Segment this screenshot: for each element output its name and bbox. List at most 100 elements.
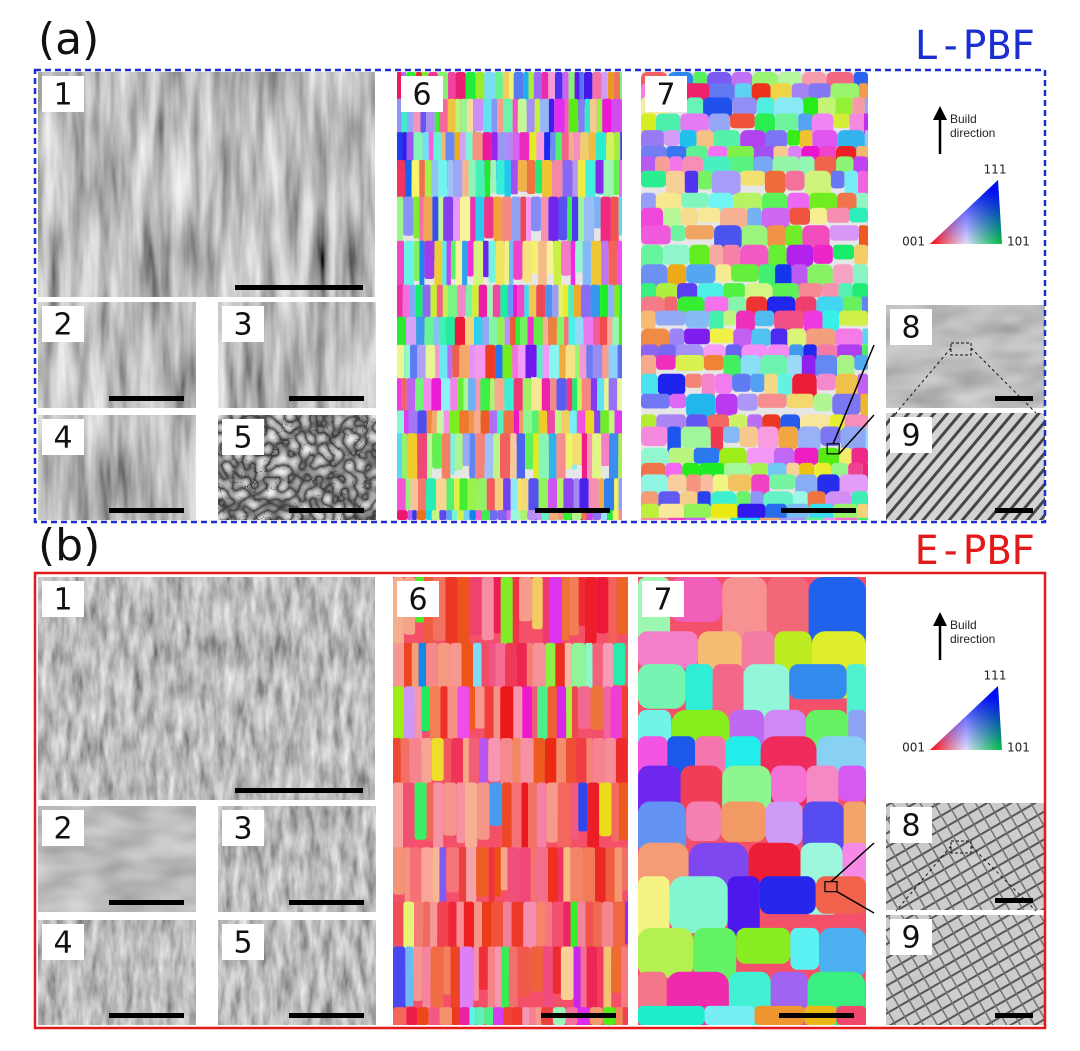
- grain: [638, 1006, 705, 1025]
- grain: [470, 577, 482, 635]
- grain: [456, 99, 461, 135]
- grain: [463, 433, 470, 466]
- grain: [432, 738, 444, 781]
- grain: [773, 156, 799, 172]
- grain: [816, 876, 866, 914]
- grain: [511, 160, 518, 194]
- grain: [715, 374, 732, 394]
- grain: [562, 577, 569, 640]
- grain: [434, 241, 442, 291]
- scale-bar: [289, 396, 364, 401]
- grain: [457, 783, 465, 844]
- grain: [424, 241, 434, 279]
- scale-bar: [535, 508, 610, 513]
- grain: [723, 427, 740, 443]
- grain: [866, 427, 868, 452]
- grain: [619, 783, 628, 840]
- grain: [671, 225, 686, 241]
- grain: [786, 171, 805, 191]
- grain: [561, 947, 574, 1001]
- grain: [520, 510, 527, 520]
- grain: [475, 686, 484, 728]
- grain: [787, 245, 814, 267]
- grain: [405, 947, 413, 1007]
- grain: [432, 510, 440, 520]
- grain: [808, 83, 830, 98]
- scale-bar: [289, 508, 364, 513]
- grain: [641, 225, 671, 244]
- grain: [601, 241, 608, 286]
- scale-bar: [235, 788, 363, 793]
- grain: [641, 374, 658, 396]
- grain: [686, 802, 721, 842]
- grain: [569, 577, 579, 635]
- grain: [737, 504, 765, 520]
- grain: [597, 947, 603, 1014]
- grain: [604, 947, 612, 1014]
- grain: [484, 197, 494, 239]
- grain: [522, 783, 529, 857]
- grain: [686, 518, 705, 520]
- grain: [512, 783, 522, 855]
- grain: [430, 686, 441, 741]
- grain: [681, 193, 708, 208]
- grain: [614, 643, 626, 685]
- grain: [859, 225, 868, 247]
- grain: [547, 783, 558, 843]
- grain: [505, 241, 509, 284]
- scale-bar: [109, 508, 184, 513]
- grain: [488, 738, 500, 782]
- grain: [451, 241, 456, 280]
- grain: [670, 876, 728, 933]
- grain: [668, 474, 687, 491]
- grain: [502, 947, 509, 1013]
- grain: [805, 518, 823, 520]
- grain: [790, 208, 810, 225]
- grain: [512, 1007, 523, 1025]
- grain: [489, 847, 495, 904]
- scale-bar: [781, 508, 856, 513]
- grain: [523, 241, 532, 283]
- scale-bar: [289, 900, 364, 905]
- grain: [766, 802, 803, 846]
- grain: [592, 433, 601, 484]
- grain: [500, 285, 507, 320]
- grain: [534, 738, 545, 789]
- grain: [440, 1007, 453, 1025]
- grain: [709, 311, 724, 332]
- grain: [865, 972, 866, 1014]
- grain: [509, 947, 518, 1011]
- grain: [833, 245, 854, 260]
- grain: [494, 577, 501, 633]
- tile-label: 2: [53, 812, 72, 847]
- grain: [594, 197, 601, 229]
- grain: [741, 171, 765, 186]
- grain: [641, 171, 666, 188]
- grain: [525, 433, 533, 469]
- grain: [446, 847, 459, 892]
- ipf-corner: 111: [984, 669, 1007, 683]
- grain: [720, 208, 747, 228]
- grain: [584, 847, 595, 903]
- grain: [641, 504, 659, 520]
- grain: [603, 643, 614, 691]
- build-arrow-head: [933, 612, 947, 626]
- grain: [496, 160, 504, 195]
- grain: [397, 510, 408, 520]
- tile-label: 3: [233, 812, 252, 847]
- grain: [867, 156, 868, 172]
- grain: [470, 510, 476, 520]
- scale-bar: [109, 900, 184, 905]
- grain: [460, 1007, 470, 1025]
- grain: [518, 160, 527, 192]
- grain: [810, 208, 827, 225]
- grain: [641, 518, 668, 520]
- grain: [403, 783, 415, 847]
- grain: [619, 160, 622, 199]
- grain: [676, 355, 704, 371]
- grain: [553, 947, 561, 994]
- build-direction: Build direction: [950, 618, 1020, 646]
- grain: [417, 1007, 429, 1025]
- grain: [536, 847, 548, 909]
